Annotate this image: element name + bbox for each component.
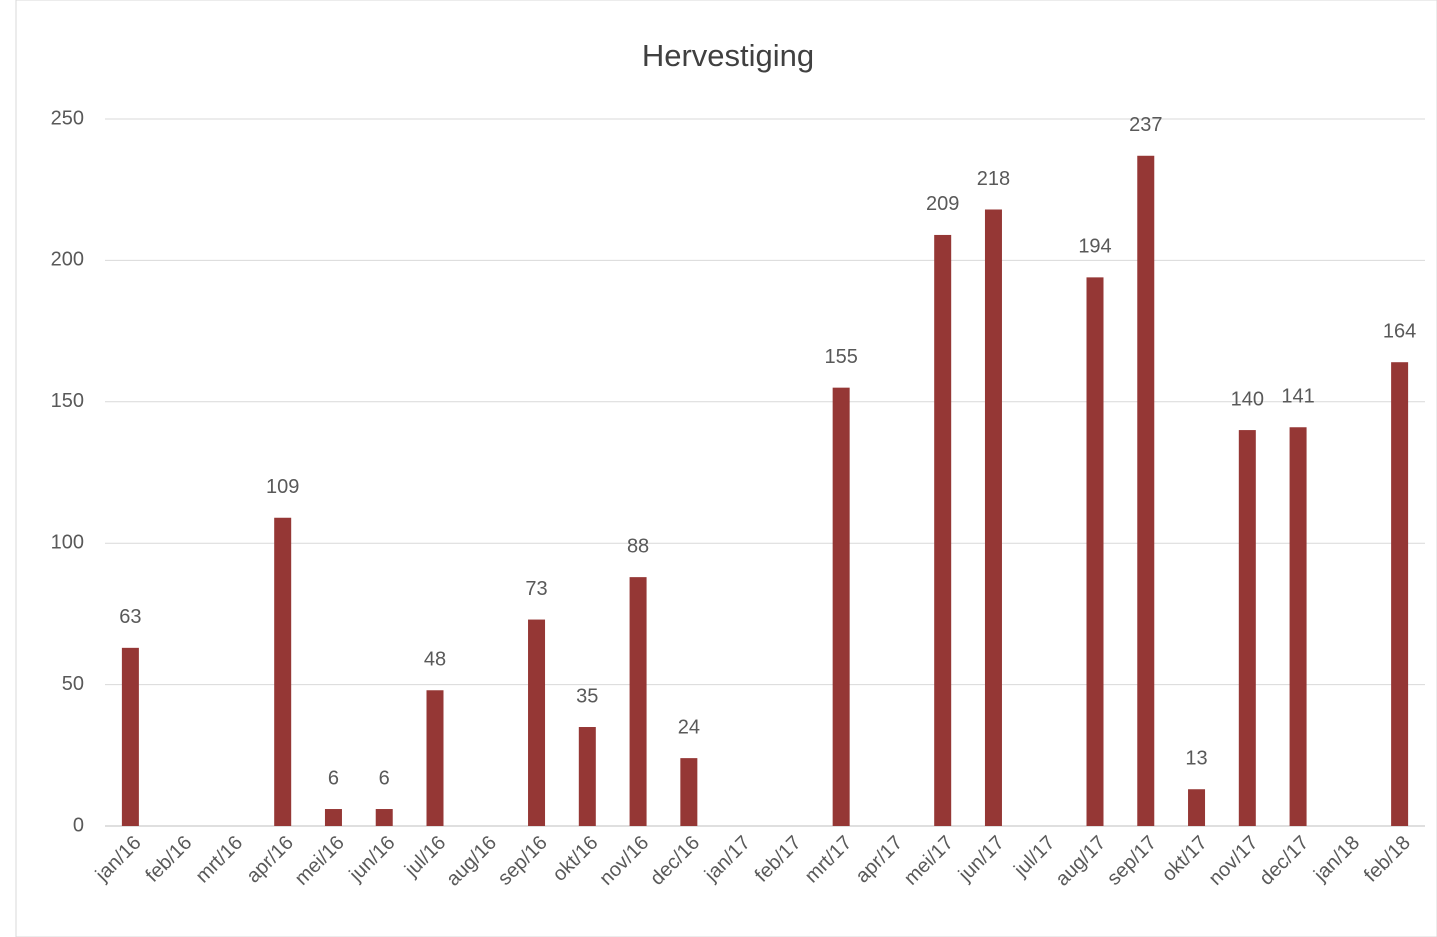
y-tick-label: 250 xyxy=(51,107,84,129)
data-label: 13 xyxy=(1185,748,1207,770)
data-label: 194 xyxy=(1078,236,1111,258)
bar xyxy=(680,758,698,826)
data-label: 141 xyxy=(1281,386,1314,408)
bar xyxy=(578,727,596,826)
chart-frame xyxy=(15,0,1437,937)
y-tick-label: 200 xyxy=(51,249,84,271)
bar xyxy=(426,690,444,826)
bar xyxy=(1391,362,1409,826)
bar xyxy=(1289,427,1307,826)
data-label: 164 xyxy=(1383,320,1416,342)
data-label: 140 xyxy=(1231,388,1264,410)
bar xyxy=(375,809,393,826)
data-label: 73 xyxy=(525,578,547,600)
bar xyxy=(629,577,647,826)
y-tick-label: 50 xyxy=(62,673,84,695)
bar xyxy=(832,387,850,826)
data-label: 109 xyxy=(266,476,299,498)
bar xyxy=(528,619,546,826)
y-tick-label: 0 xyxy=(73,814,84,836)
data-label: 24 xyxy=(678,716,700,738)
bar xyxy=(121,647,139,826)
bar xyxy=(1086,277,1104,826)
chart-title: Hervestiging xyxy=(642,38,814,73)
data-label: 88 xyxy=(627,535,649,557)
data-label: 155 xyxy=(824,346,857,368)
bar xyxy=(984,209,1002,827)
data-label: 35 xyxy=(576,685,598,707)
y-tick-label: 150 xyxy=(51,390,84,412)
bar xyxy=(324,809,342,826)
y-tick-label: 100 xyxy=(51,531,84,553)
data-label: 63 xyxy=(119,606,141,628)
bar xyxy=(1188,789,1206,826)
bar xyxy=(1238,430,1256,826)
data-label: 218 xyxy=(977,168,1010,190)
bar xyxy=(274,517,292,826)
data-label: 6 xyxy=(379,767,390,789)
data-label: 6 xyxy=(328,767,339,789)
bar xyxy=(1137,155,1155,826)
data-label: 237 xyxy=(1129,114,1162,136)
bar xyxy=(934,234,952,826)
data-label: 48 xyxy=(424,649,446,671)
data-label: 209 xyxy=(926,193,959,215)
